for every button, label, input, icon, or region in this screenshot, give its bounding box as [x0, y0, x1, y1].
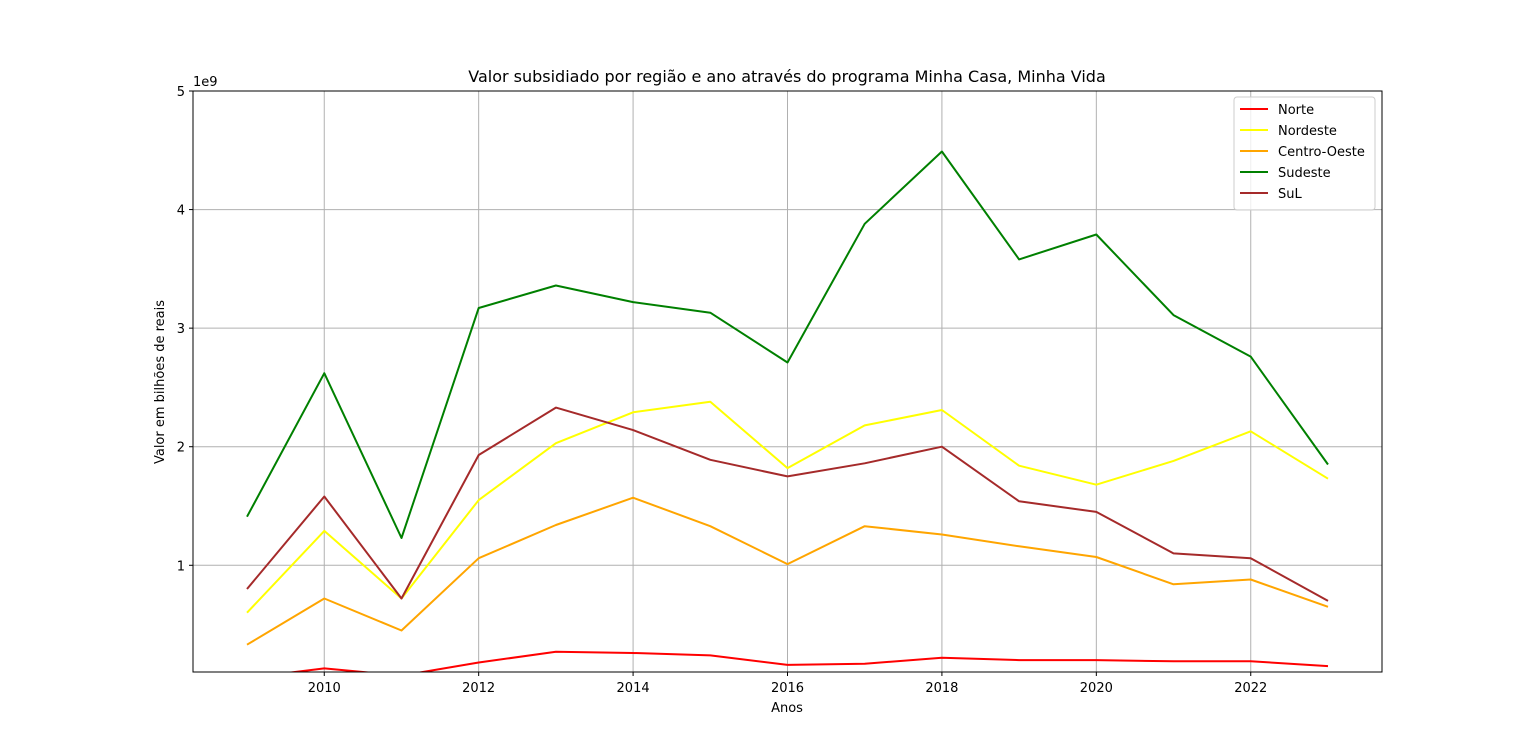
- x-tick-label: 2014: [617, 681, 650, 696]
- y-tick-label: 2: [177, 441, 185, 456]
- y-axis-label: Valor em bilhões de reais: [153, 300, 168, 464]
- chart-title: Valor subsidiado por região e ano atravé…: [468, 67, 1106, 86]
- x-tick-label: 2020: [1080, 681, 1113, 696]
- legend-label: Sudeste: [1278, 166, 1331, 181]
- y-offset-label: 1e9: [193, 75, 218, 90]
- legend: Norte Nordeste Centro-Oeste Sudeste SuL: [1233, 96, 1376, 211]
- legend-label: SuL: [1278, 187, 1302, 202]
- legend-box: [1233, 96, 1376, 211]
- x-tick-label: 2018: [925, 681, 958, 696]
- y-tick-label: 4: [177, 204, 185, 219]
- plot-frame: [192, 90, 1383, 673]
- grid: [193, 90, 1382, 672]
- x-tick-label: 2010: [308, 681, 341, 696]
- y-tick-label: 5: [177, 85, 185, 100]
- x-tick-label: 2016: [771, 681, 804, 696]
- y-tick-label: 3: [177, 322, 185, 337]
- legend-label: Centro-Oeste: [1278, 145, 1365, 160]
- legend-label: Nordeste: [1278, 124, 1337, 139]
- series-lines: [246, 150, 1329, 672]
- series-line-sudeste: [246, 150, 1329, 539]
- axis-ticks: 2010 2012 2014 2016 2018 2020 2022 1 2 3 4 5: [177, 85, 1268, 696]
- series-line-norte: [286, 650, 1329, 672]
- series-line-nordeste: [246, 400, 1329, 614]
- x-tick-label: 2022: [1234, 681, 1267, 696]
- series-line-centro-oeste: [246, 496, 1329, 646]
- legend-label: Norte: [1278, 103, 1314, 118]
- x-tick-label: 2012: [462, 681, 495, 696]
- y-tick-label: 1: [177, 559, 185, 574]
- series-line-sul: [246, 406, 1329, 602]
- x-axis-label: Anos: [771, 701, 803, 716]
